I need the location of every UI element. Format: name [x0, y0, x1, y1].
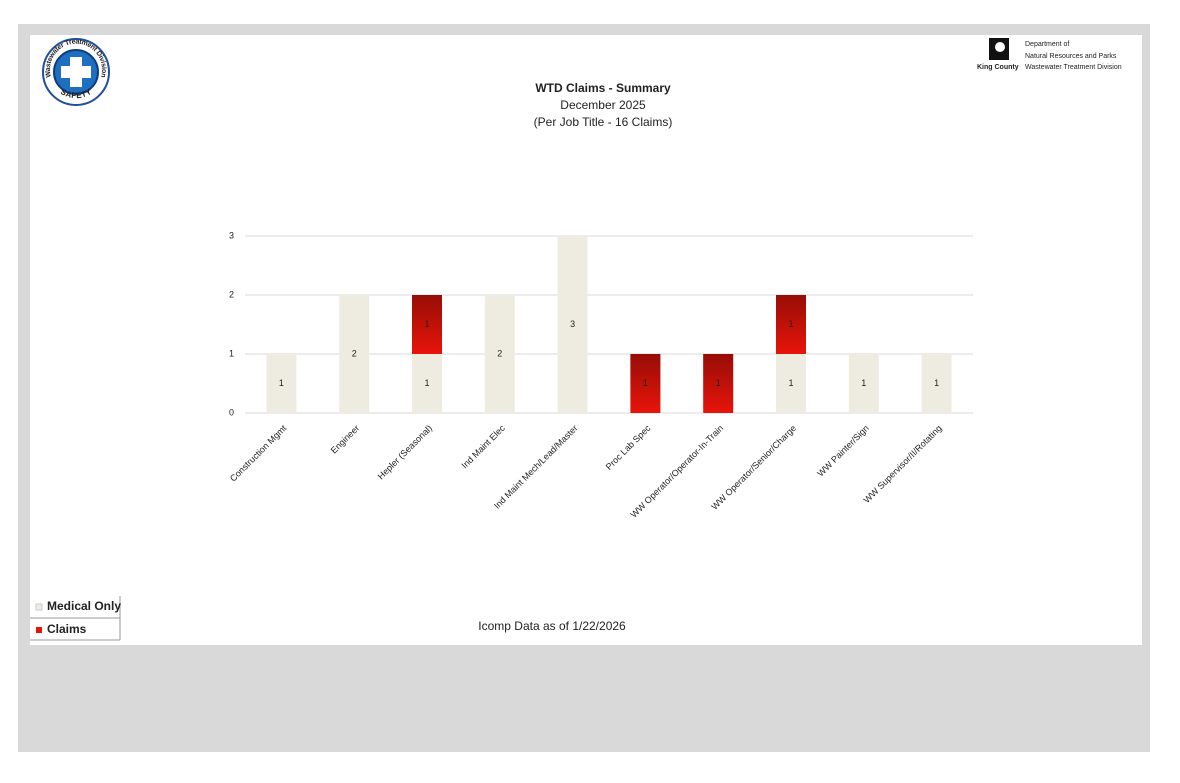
logo-safety: SAFETY: [59, 87, 93, 100]
data-label: 1: [716, 378, 721, 388]
data-label: 1: [643, 378, 648, 388]
county-name: King County: [977, 64, 1019, 71]
chart-subtitle: (Per Job Title - 16 Claims): [534, 115, 673, 129]
y-tick-label: 2: [229, 289, 234, 299]
bar-segment: [266, 354, 297, 413]
bar-segment: [921, 354, 952, 413]
data-label: 1: [788, 378, 793, 388]
bar-shade: [703, 354, 734, 413]
bar-shade: [412, 295, 442, 354]
data-label: 3: [570, 319, 575, 329]
data-label: 1: [934, 378, 939, 388]
chart-subtitle: December 2025: [560, 98, 646, 112]
bar-shade: [630, 354, 661, 413]
data-label: 2: [352, 348, 357, 358]
data-label: 1: [279, 378, 284, 388]
data-label: 1: [788, 319, 793, 329]
legend-swatch: [36, 627, 42, 633]
data-label: 1: [424, 378, 429, 388]
data-label: 2: [497, 348, 502, 358]
data-label: 1: [861, 378, 866, 388]
county-logo: Department of Natural Resources and Park…: [977, 38, 1122, 71]
chart-title: WTD Claims - Summary: [535, 81, 671, 95]
y-tick-label: 3: [229, 230, 234, 240]
y-tick-label: 1: [229, 348, 234, 358]
bar-segment: [848, 354, 879, 413]
dept-text: Department of: [1025, 41, 1069, 48]
data-label: 1: [424, 319, 429, 329]
legend-label: Medical Only: [47, 599, 121, 613]
division-text: Wastewater Treatment Division: [1025, 64, 1122, 71]
bar-segment: [339, 295, 370, 413]
legend-label: Claims: [47, 622, 87, 636]
safety-logo: Wastewater Treatment Division SAFETY: [42, 38, 110, 106]
dept-text: Natural Resources and Parks: [1025, 53, 1117, 60]
bar-segment: [776, 354, 806, 413]
legend-swatch: [35, 603, 43, 611]
bar-segment: [484, 295, 515, 413]
footer-note: Icomp Data as of 1/22/2026: [478, 619, 626, 633]
legend: Medical Only Claims: [30, 596, 121, 641]
bar-shade: [776, 295, 806, 354]
bar-segment: [557, 236, 588, 413]
bar-segment: [412, 354, 442, 413]
y-tick-label: 0: [229, 407, 234, 417]
logo-safety: SAFETY: [59, 87, 93, 100]
